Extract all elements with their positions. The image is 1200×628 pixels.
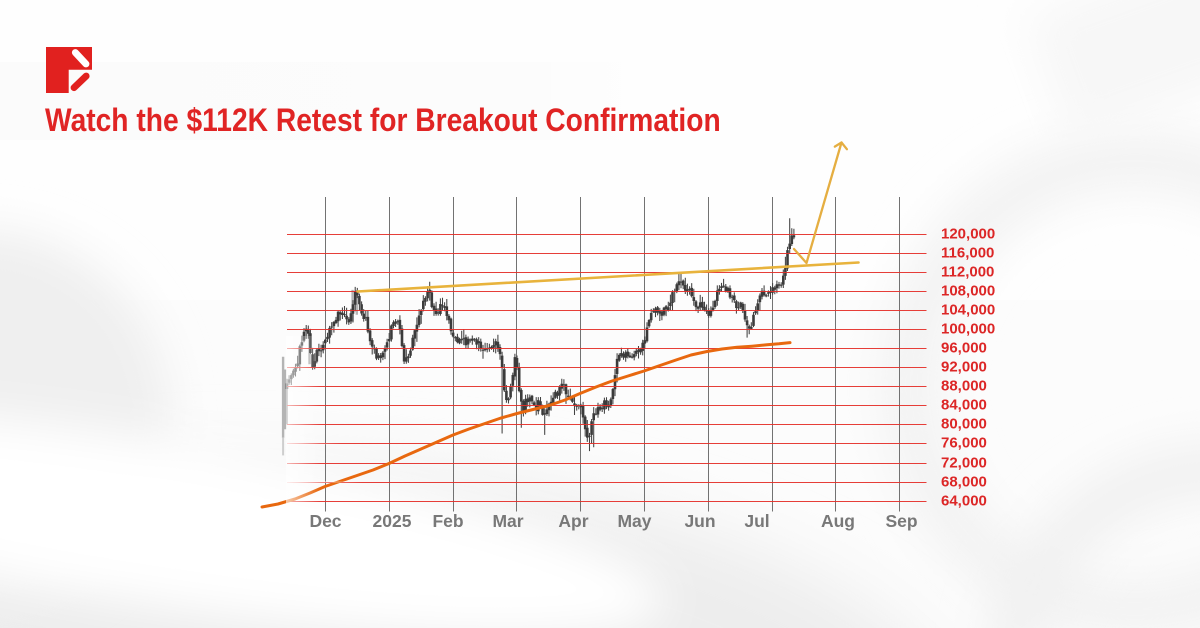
svg-text:100,000: 100,000 — [941, 320, 995, 337]
svg-text:Apr: Apr — [558, 511, 588, 531]
svg-text:76,000: 76,000 — [941, 434, 987, 451]
svg-text:96,000: 96,000 — [941, 339, 987, 356]
svg-text:Sep: Sep — [885, 511, 917, 531]
svg-text:Jul: Jul — [744, 511, 769, 531]
svg-text:Feb: Feb — [432, 511, 463, 531]
svg-text:Mar: Mar — [492, 511, 523, 531]
svg-text:92,000: 92,000 — [941, 358, 987, 375]
svg-text:Dec: Dec — [309, 511, 341, 531]
svg-text:88,000: 88,000 — [941, 377, 987, 394]
svg-text:108,000: 108,000 — [941, 282, 995, 299]
svg-text:May: May — [617, 511, 651, 531]
svg-text:Jun: Jun — [684, 511, 715, 531]
svg-text:120,000: 120,000 — [941, 225, 995, 242]
svg-text:72,000: 72,000 — [941, 454, 987, 471]
svg-text:68,000: 68,000 — [941, 473, 987, 490]
svg-text:2025: 2025 — [373, 511, 412, 531]
svg-text:Aug: Aug — [821, 511, 855, 531]
svg-text:116,000: 116,000 — [941, 244, 994, 261]
svg-text:80,000: 80,000 — [941, 415, 987, 432]
svg-text:112,000: 112,000 — [941, 263, 994, 280]
svg-text:64,000: 64,000 — [941, 492, 987, 509]
svg-text:84,000: 84,000 — [941, 396, 987, 413]
svg-text:104,000: 104,000 — [941, 301, 995, 318]
